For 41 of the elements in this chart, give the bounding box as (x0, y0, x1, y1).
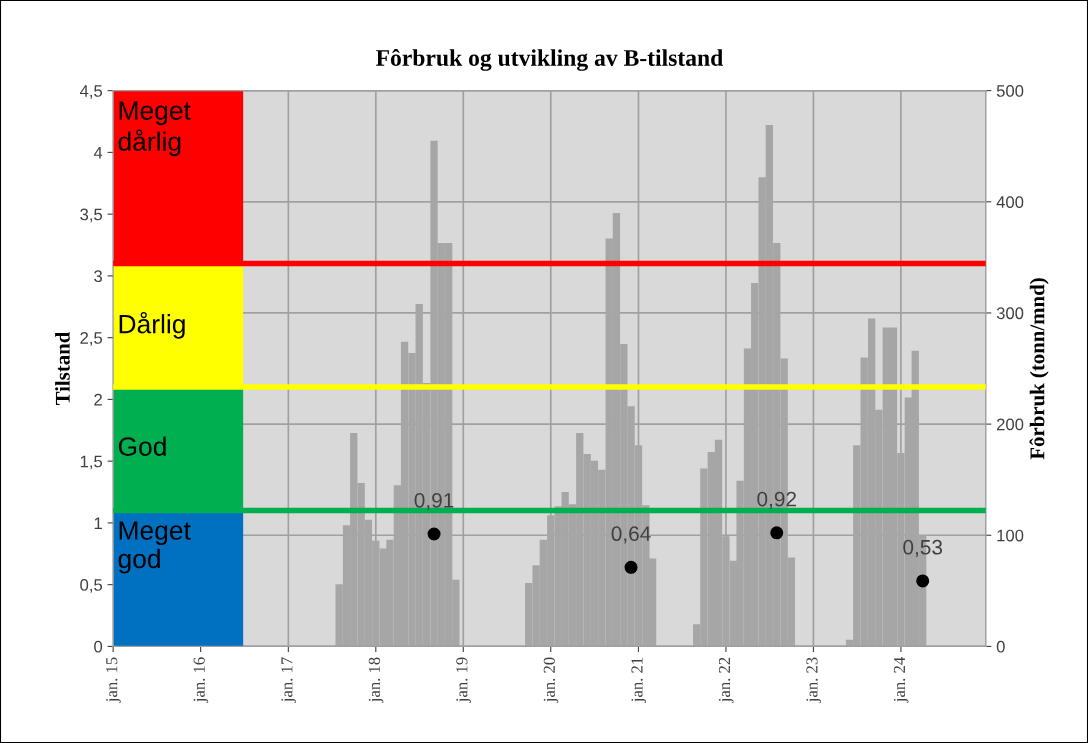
x-tick-label: jan. 21 (631, 657, 647, 703)
x-tick-label: jan. 22 (718, 657, 734, 703)
y2-tick-label: 0 (996, 640, 1005, 653)
x-tick-label: jan. 18 (368, 657, 384, 703)
y2-tick-label: 300 (996, 307, 1024, 320)
point (770, 526, 784, 540)
chart-title: Fôrbruk og utvikling av B-tilstand (376, 49, 724, 71)
data-label: 0,92 (757, 491, 796, 509)
y-tick-label: 4 (93, 146, 103, 159)
y-tick-label: 1 (94, 517, 102, 529)
y-tick-label: 0 (94, 640, 103, 653)
point (427, 527, 441, 541)
y-tick-label: 4,5 (79, 85, 103, 99)
point (916, 574, 930, 588)
data-label: 0,91 (414, 492, 454, 511)
y-tick-label: 0,5 (80, 579, 103, 593)
data-label: 0,64 (611, 526, 651, 544)
x-tick-label: jan. 19 (456, 657, 471, 703)
y2-tick-label: 100 (997, 529, 1024, 542)
y-tick-label: 2 (94, 393, 102, 406)
x-tick-label: jan. 23 (806, 657, 821, 703)
x-tick-label: jan. 16 (193, 657, 209, 703)
y2-tick-label: 500 (996, 85, 1024, 97)
y2-axis-title: Fôrbruk (tonn/mnd) (1029, 278, 1049, 460)
x-tick-label: jan. 24 (893, 657, 909, 703)
x-tick-label: jan. 17 (281, 657, 296, 703)
y-axis-title: Tilstand (55, 331, 70, 406)
y-tick-label: 3 (94, 270, 102, 283)
y-tick-label: 2,5 (80, 332, 103, 346)
band-label: Dårlig (119, 311, 185, 339)
x-tick-label: jan. 15 (106, 657, 121, 703)
y2-tick-label: 400 (996, 196, 1024, 208)
y-tick-label: 3,5 (80, 208, 103, 223)
band-label: Meget dårlig (118, 101, 191, 157)
y-tick-label: 1,5 (80, 455, 103, 470)
band-label: God (118, 436, 166, 456)
band-label: Meget god (118, 521, 191, 574)
point (624, 560, 638, 574)
data-label: 0,53 (903, 539, 943, 558)
y2-tick-label: 200 (996, 418, 1024, 431)
x-tick-label: jan. 20 (543, 657, 559, 703)
